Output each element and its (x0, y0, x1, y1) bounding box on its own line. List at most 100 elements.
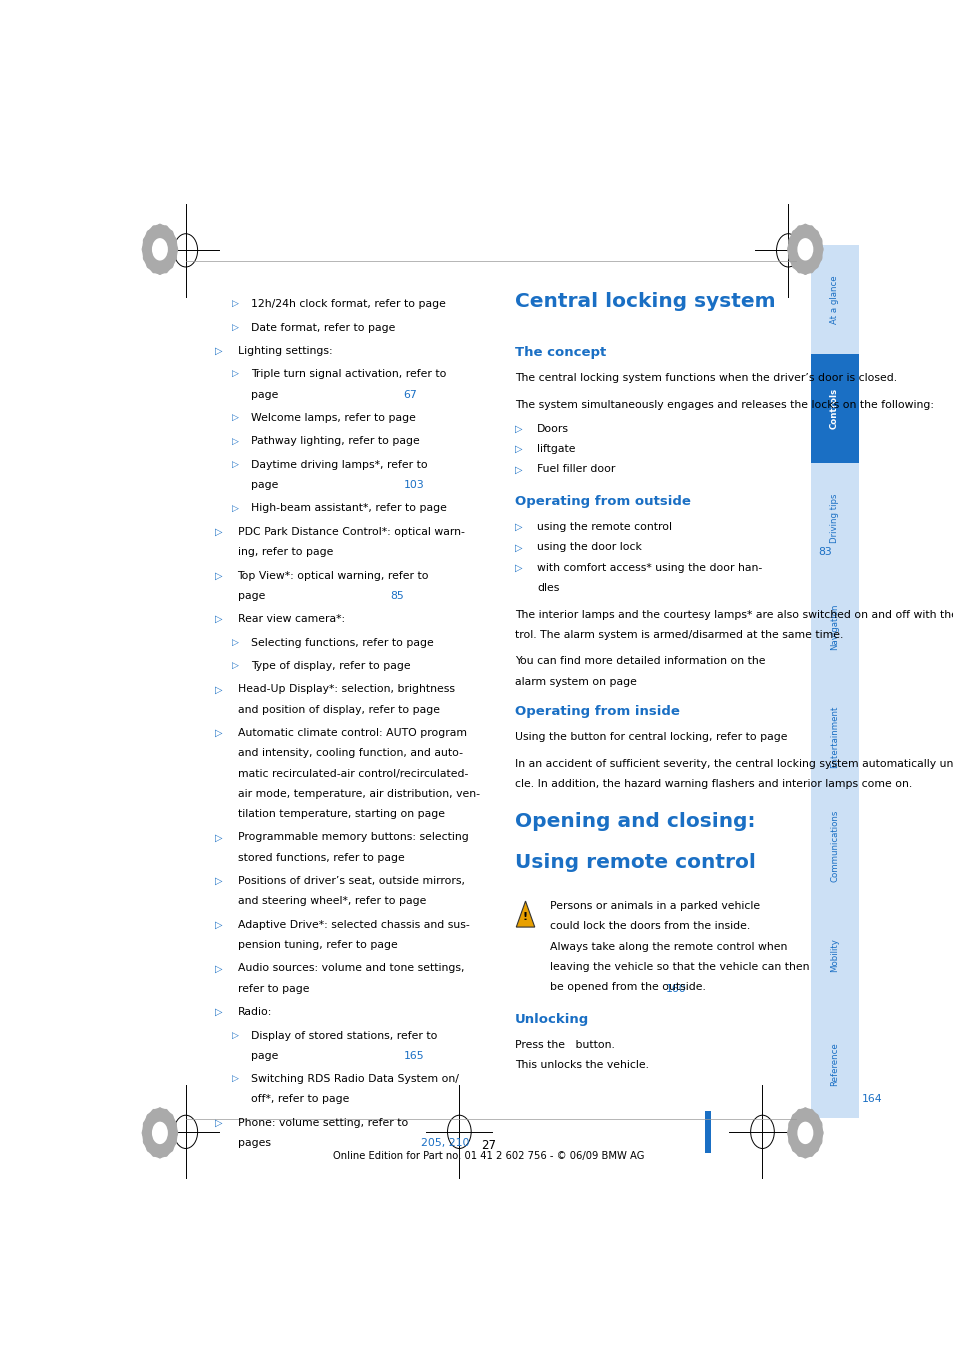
Text: At a glance: At a glance (829, 275, 839, 324)
Text: trol. The alarm system is armed/disarmed at the same time.: trol. The alarm system is armed/disarmed… (515, 629, 842, 640)
Circle shape (163, 225, 169, 232)
Circle shape (796, 1149, 801, 1157)
Text: page: page (237, 591, 268, 601)
Text: Entertainment: Entertainment (829, 705, 839, 768)
Circle shape (152, 1108, 156, 1116)
Text: ▷: ▷ (232, 662, 238, 670)
Circle shape (796, 1108, 801, 1116)
Circle shape (157, 1107, 162, 1115)
Text: Head-Up Display*: selection, brightness: Head-Up Display*: selection, brightness (237, 684, 454, 694)
Circle shape (801, 224, 807, 231)
Text: Triple turn signal activation, refer to: Triple turn signal activation, refer to (251, 370, 446, 379)
Text: alarm system on page: alarm system on page (515, 676, 639, 687)
Circle shape (801, 267, 807, 275)
FancyBboxPatch shape (810, 463, 858, 572)
Circle shape (796, 266, 801, 273)
Text: Automatic climate control: AUTO program: Automatic climate control: AUTO program (237, 728, 466, 738)
Circle shape (163, 266, 169, 273)
Text: 160: 160 (665, 984, 685, 994)
FancyBboxPatch shape (810, 246, 858, 354)
Text: Persons or animals in a parked vehicle: Persons or animals in a parked vehicle (550, 900, 760, 911)
Circle shape (817, 1138, 821, 1145)
FancyBboxPatch shape (704, 1111, 711, 1153)
Text: ▷: ▷ (215, 964, 223, 973)
Text: and intensity, cooling function, and auto-: and intensity, cooling function, and aut… (237, 748, 462, 759)
Text: using the door lock: using the door lock (537, 543, 641, 552)
Text: !: ! (522, 911, 528, 922)
Text: Opening and closing:: Opening and closing: (515, 811, 755, 830)
Circle shape (146, 261, 152, 269)
Text: ▷: ▷ (215, 614, 223, 624)
Text: ▷: ▷ (515, 543, 521, 552)
Circle shape (797, 1122, 813, 1143)
Text: Navigation: Navigation (829, 603, 839, 651)
Circle shape (791, 1145, 796, 1152)
Text: Display of stored stations, refer to: Display of stored stations, refer to (251, 1030, 436, 1041)
Circle shape (152, 266, 156, 273)
Text: Controls: Controls (829, 389, 839, 429)
Text: Using the button for central locking, refer to page: Using the button for central locking, re… (515, 732, 790, 742)
Circle shape (808, 1108, 813, 1116)
Circle shape (791, 261, 796, 269)
Text: The interior lamps and the courtesy lamps* are also switched on and off with the: The interior lamps and the courtesy lamp… (515, 609, 953, 620)
Text: liftgate: liftgate (537, 444, 575, 454)
Text: ▷: ▷ (515, 444, 521, 454)
Text: page: page (251, 390, 281, 400)
Text: Doors: Doors (537, 424, 568, 433)
Circle shape (168, 261, 173, 269)
Text: 27: 27 (481, 1139, 496, 1152)
Circle shape (141, 246, 147, 252)
Text: ▷: ▷ (215, 684, 223, 694)
Text: The central locking system functions when the driver’s door is closed.: The central locking system functions whe… (515, 373, 896, 383)
Circle shape (168, 1114, 173, 1120)
Text: 205, 210: 205, 210 (420, 1138, 469, 1148)
Circle shape (797, 238, 813, 261)
Circle shape (817, 238, 821, 244)
Circle shape (143, 238, 148, 244)
Circle shape (787, 1138, 793, 1145)
Circle shape (172, 1120, 177, 1129)
Circle shape (172, 254, 177, 262)
Text: ▷: ▷ (515, 522, 521, 532)
Text: off*, refer to page: off*, refer to page (251, 1095, 353, 1104)
Circle shape (796, 225, 801, 232)
Circle shape (163, 1149, 169, 1157)
Text: ▷: ▷ (232, 413, 238, 423)
Text: Radio:: Radio: (237, 1007, 272, 1017)
Text: Pathway lighting, refer to page: Pathway lighting, refer to page (251, 436, 423, 447)
Circle shape (141, 1129, 147, 1137)
Text: be opened from the outside.: be opened from the outside. (550, 983, 705, 992)
Text: cle. In addition, the hazard warning flashers and interior lamps come on.: cle. In addition, the hazard warning fla… (515, 779, 911, 788)
Circle shape (172, 238, 177, 244)
Circle shape (813, 230, 819, 238)
Text: 85: 85 (390, 591, 404, 601)
Text: Driving tips: Driving tips (829, 493, 839, 543)
Text: Operating from outside: Operating from outside (515, 495, 690, 508)
Text: ▷: ▷ (215, 876, 223, 886)
FancyBboxPatch shape (810, 682, 858, 791)
Circle shape (787, 254, 793, 262)
Text: ▷: ▷ (232, 637, 238, 647)
Circle shape (172, 246, 178, 252)
Text: matic recirculated-air control/recirculated-: matic recirculated-air control/recircula… (237, 768, 467, 779)
Circle shape (152, 1122, 168, 1143)
Circle shape (172, 1129, 178, 1137)
Circle shape (168, 1145, 173, 1152)
Circle shape (808, 266, 813, 273)
Text: with comfort access* using the door han-: with comfort access* using the door han- (537, 563, 761, 572)
Text: ▷: ▷ (232, 1075, 238, 1083)
Text: Rear view camera*:: Rear view camera*: (237, 614, 344, 624)
Text: stored functions, refer to page: stored functions, refer to page (237, 853, 407, 863)
Text: Programmable memory buttons: selecting: Programmable memory buttons: selecting (237, 833, 468, 842)
Text: ing, refer to page: ing, refer to page (237, 547, 336, 558)
Text: ▷: ▷ (515, 563, 521, 572)
Text: PDC Park Distance Control*: optical warn-: PDC Park Distance Control*: optical warn… (237, 526, 464, 537)
Text: ▷: ▷ (232, 300, 238, 308)
Text: ▷: ▷ (215, 346, 223, 356)
Circle shape (787, 1108, 822, 1158)
Circle shape (152, 225, 156, 232)
Text: ▷: ▷ (232, 323, 238, 332)
Text: ▷: ▷ (515, 464, 521, 474)
Text: Daytime driving lamps*, refer to: Daytime driving lamps*, refer to (251, 460, 427, 470)
Polygon shape (516, 900, 535, 927)
